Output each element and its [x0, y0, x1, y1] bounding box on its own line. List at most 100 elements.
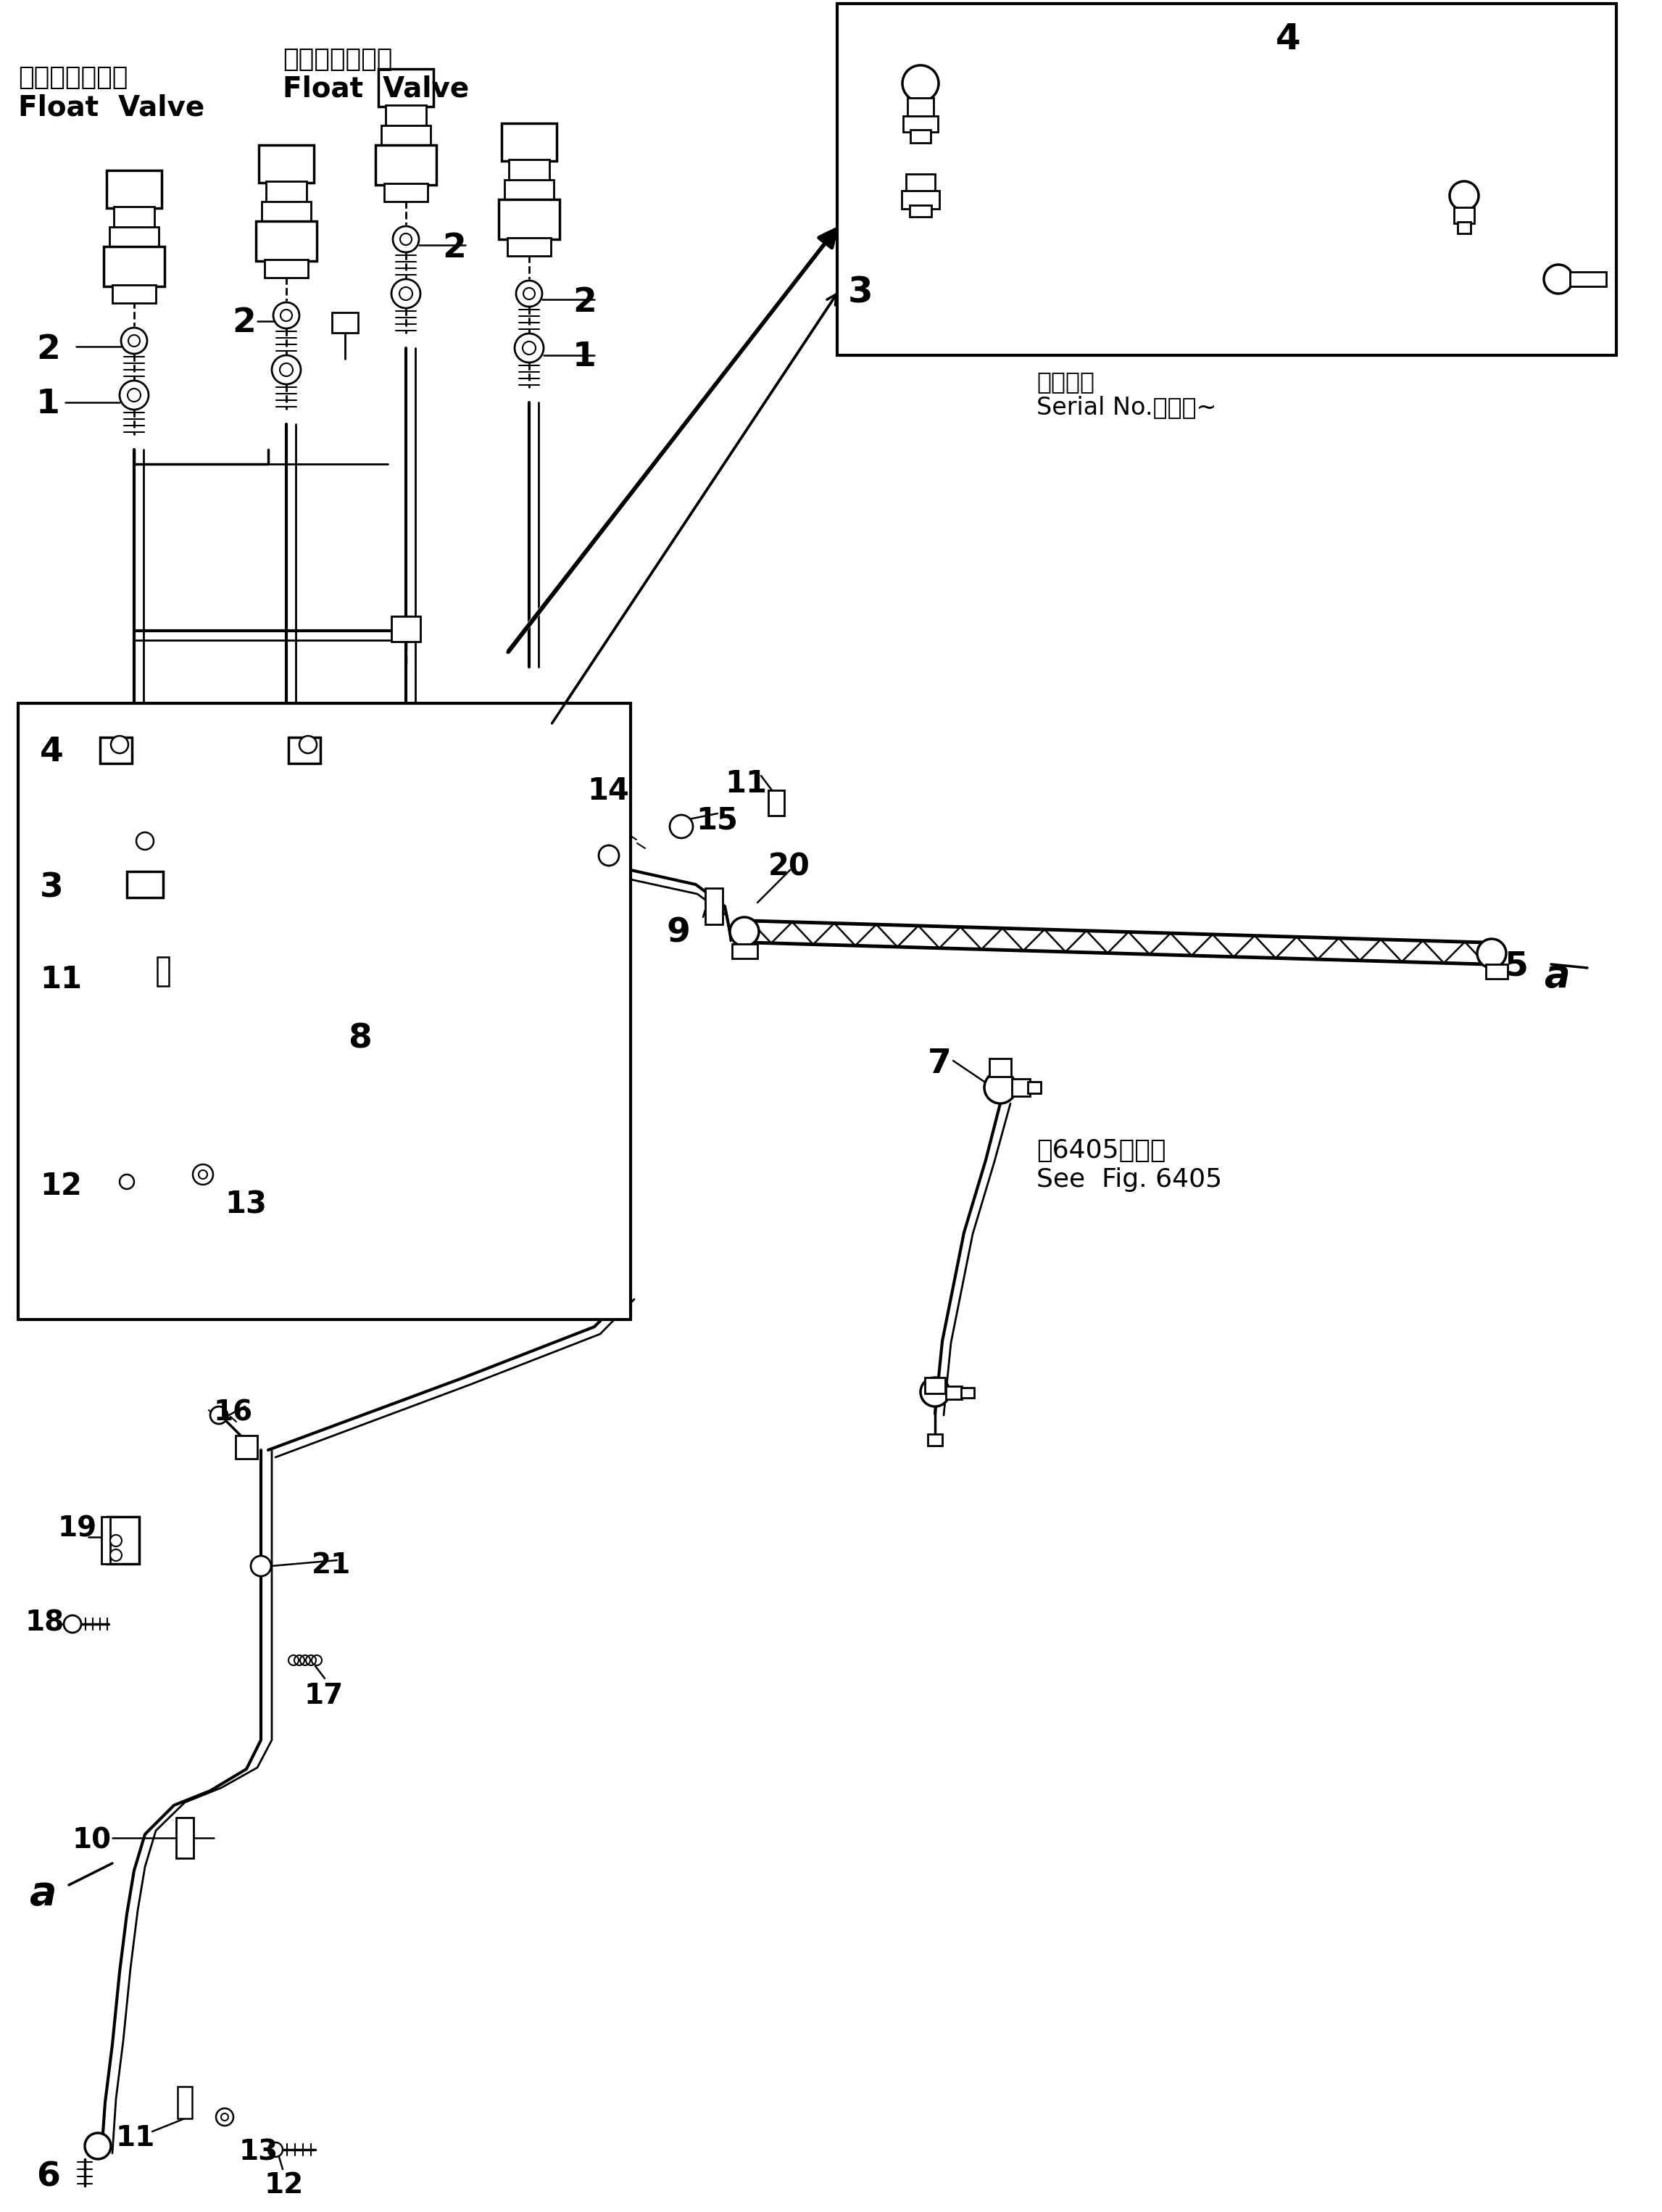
Bar — [902, 190, 939, 208]
Bar — [907, 97, 934, 117]
Text: 5: 5 — [1504, 949, 1527, 982]
Circle shape — [902, 64, 939, 102]
Bar — [100, 737, 131, 763]
Circle shape — [273, 303, 299, 327]
Bar — [1027, 1082, 1040, 1093]
Bar — [499, 199, 560, 239]
Text: 12: 12 — [40, 1170, 81, 1201]
Circle shape — [515, 334, 543, 363]
Text: 9: 9 — [666, 918, 691, 949]
Text: 11: 11 — [40, 964, 81, 995]
Bar — [178, 2086, 193, 2119]
Circle shape — [136, 832, 153, 849]
Text: 適用号機: 適用号機 — [1037, 369, 1095, 394]
Circle shape — [221, 2112, 228, 2121]
Circle shape — [216, 2108, 233, 2126]
Bar — [113, 206, 155, 228]
Circle shape — [399, 288, 412, 301]
Circle shape — [598, 845, 618, 865]
Text: 16: 16 — [214, 1400, 253, 1427]
Circle shape — [268, 2143, 283, 2157]
Circle shape — [63, 1615, 81, 1632]
Bar — [705, 889, 723, 925]
Circle shape — [921, 1378, 949, 1407]
Text: 3: 3 — [848, 276, 873, 310]
Bar — [906, 175, 936, 195]
Text: 20: 20 — [768, 852, 811, 883]
Circle shape — [670, 814, 693, 838]
Circle shape — [522, 341, 535, 354]
Bar — [176, 1818, 193, 1858]
Bar — [332, 312, 357, 332]
Bar — [946, 1387, 962, 1400]
Text: 3: 3 — [40, 872, 63, 905]
Text: Float  Valve: Float Valve — [283, 75, 469, 102]
Bar — [264, 259, 307, 279]
Bar — [961, 1387, 974, 1398]
Text: 12: 12 — [264, 2172, 304, 2199]
Circle shape — [984, 1071, 1015, 1104]
Bar — [838, 4, 1617, 356]
Circle shape — [401, 234, 412, 246]
Bar — [236, 1436, 258, 1458]
Circle shape — [281, 310, 293, 321]
Bar — [505, 179, 553, 199]
Text: 第6405図参照: 第6405図参照 — [1037, 1139, 1165, 1164]
Bar — [927, 1433, 942, 1447]
Circle shape — [85, 2132, 111, 2159]
Text: 4: 4 — [40, 737, 63, 768]
Text: 1: 1 — [573, 341, 597, 374]
Circle shape — [111, 737, 128, 754]
Text: 14: 14 — [587, 776, 628, 805]
Circle shape — [193, 1164, 213, 1186]
Circle shape — [279, 363, 293, 376]
Bar — [1486, 964, 1507, 978]
Bar — [924, 1378, 946, 1394]
Bar — [1454, 208, 1474, 223]
Bar — [507, 239, 550, 257]
Bar — [108, 1517, 140, 1564]
Circle shape — [128, 334, 140, 347]
Bar — [909, 206, 931, 217]
Bar — [1012, 1079, 1030, 1097]
Text: 8: 8 — [347, 1022, 372, 1055]
Bar — [386, 106, 425, 126]
Text: Serial No.　・　∼: Serial No. ・ ∼ — [1037, 396, 1217, 418]
Text: 10: 10 — [73, 1827, 111, 1854]
Text: フロートバルブ: フロートバルブ — [18, 64, 128, 91]
Text: a: a — [1544, 958, 1569, 995]
Circle shape — [1449, 181, 1479, 210]
Bar — [1458, 221, 1471, 234]
Circle shape — [110, 1548, 121, 1562]
Bar — [509, 159, 550, 181]
Bar — [126, 872, 163, 898]
Bar — [391, 617, 420, 641]
Bar — [731, 945, 758, 958]
Circle shape — [121, 327, 148, 354]
Bar — [101, 1517, 110, 1564]
Circle shape — [120, 380, 148, 409]
Text: 4: 4 — [1276, 22, 1301, 58]
Bar — [911, 131, 931, 144]
Text: 15: 15 — [696, 805, 738, 836]
Bar — [1571, 272, 1605, 285]
Text: 18: 18 — [25, 1610, 65, 1637]
Bar — [256, 221, 317, 261]
Text: See  Fig. 6405: See Fig. 6405 — [1037, 1168, 1222, 1192]
Text: 2: 2 — [573, 285, 597, 319]
Circle shape — [120, 1175, 135, 1190]
Text: a: a — [28, 1874, 57, 1913]
Text: 11: 11 — [725, 768, 766, 799]
Bar — [110, 228, 160, 248]
Bar — [989, 1060, 1010, 1077]
Bar — [259, 146, 314, 184]
Bar — [103, 246, 165, 285]
Circle shape — [730, 918, 760, 947]
Circle shape — [1544, 265, 1572, 294]
Text: 1: 1 — [37, 387, 60, 420]
Circle shape — [524, 288, 535, 299]
Circle shape — [251, 1555, 271, 1577]
Text: 2: 2 — [233, 307, 256, 338]
Bar — [106, 170, 161, 208]
Text: 13: 13 — [224, 1190, 266, 1219]
